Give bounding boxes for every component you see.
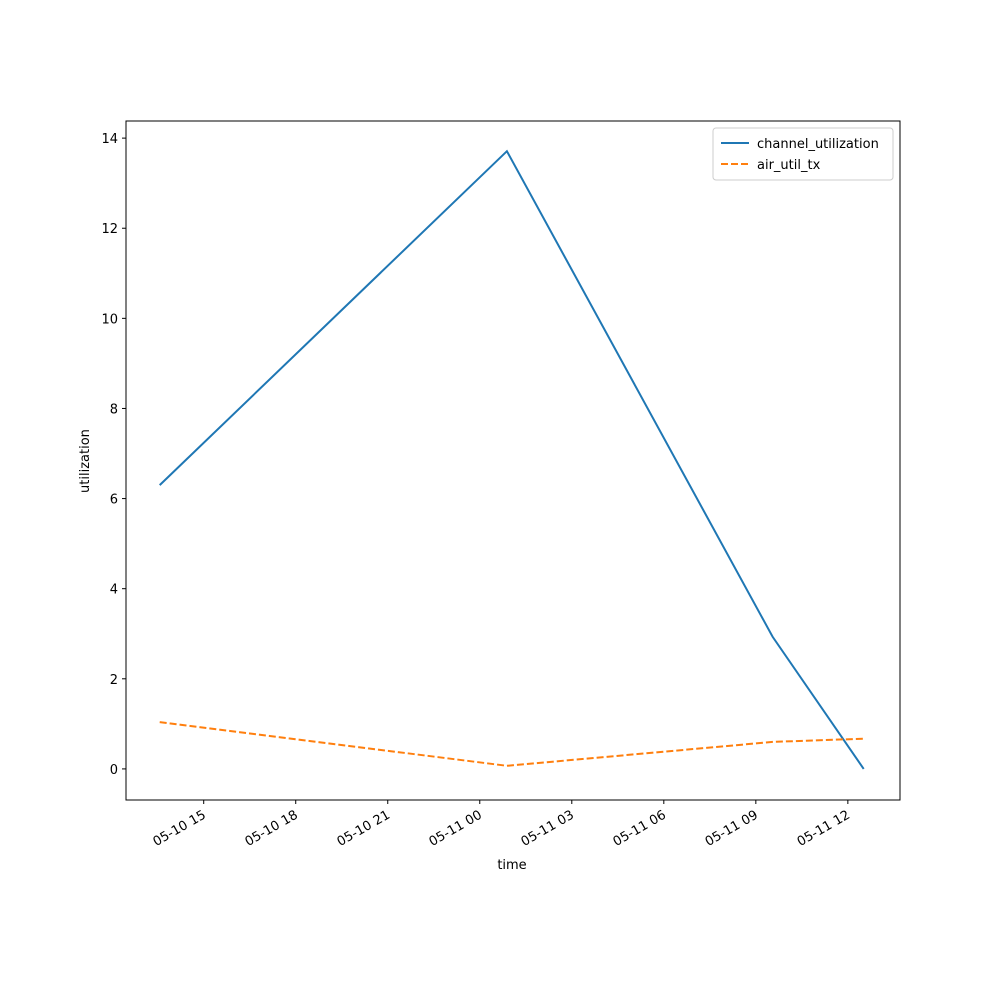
y-axis-label: utilization: [78, 429, 93, 493]
y-tick-label: 10: [101, 312, 118, 327]
legend: channel_utilization air_util_tx: [712, 127, 894, 181]
plot-frame: [125, 120, 901, 801]
x-tick-label: 05-11 00: [427, 808, 485, 850]
y-tick-label: 8: [110, 402, 118, 417]
x-tick-label: 05-11 09: [703, 808, 761, 850]
x-tick-label: 05-10 21: [335, 808, 393, 850]
y-tick-label: 12: [101, 222, 118, 237]
x-tick-label: 05-10 18: [243, 808, 301, 850]
y-tick-label: 0: [110, 763, 118, 778]
legend-label: air_util_tx: [757, 158, 821, 173]
x-tick-label: 05-11 03: [519, 808, 577, 850]
y-tick-label: 2: [110, 673, 118, 688]
legend-label: channel_utilization: [757, 137, 879, 152]
x-axis-label: time: [497, 858, 526, 873]
y-tick-label: 14: [101, 132, 118, 147]
x-tick-label: 05-10 15: [151, 808, 209, 850]
y-tick-label: 4: [110, 583, 118, 598]
x-tick-label: 05-11 12: [795, 808, 853, 850]
series-line: [159, 721, 864, 767]
y-tick-label: 6: [110, 493, 118, 508]
legend-frame: [712, 127, 894, 181]
series-line: [159, 149, 865, 770]
x-tick-label: 05-11 06: [611, 808, 669, 850]
